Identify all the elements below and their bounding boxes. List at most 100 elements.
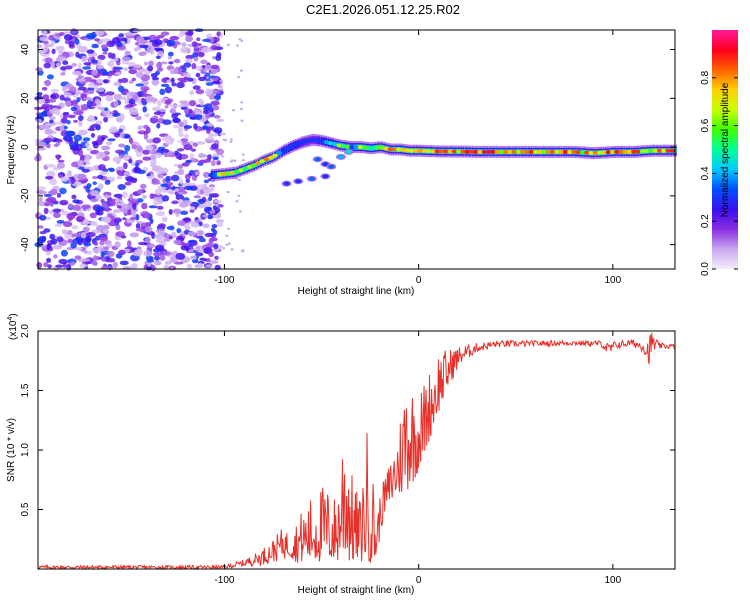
noise-speck: [78, 129, 88, 136]
noise-speck: [55, 264, 64, 268]
noise-speck: [102, 224, 110, 230]
noise-speck: [101, 44, 108, 49]
colorbar: 0.0 0.2 0.4 0.6 0.8 Normalized spectral ampl…: [700, 30, 738, 276]
snr-series: [37, 332, 676, 571]
colorbar-tick-label: 0.0: [700, 262, 711, 276]
noise-speck: [194, 219, 201, 223]
noise-speck: [142, 106, 147, 113]
noise-speck: [187, 239, 198, 244]
noise-speck: [61, 210, 69, 216]
x-tick-label: 100: [605, 275, 622, 286]
noise-speck: [55, 45, 65, 52]
noise-speck: [123, 171, 131, 176]
spectrogram-x-label: Height of straight line (km): [298, 286, 415, 297]
noise-speck: [80, 154, 85, 162]
noise-speck: [156, 205, 164, 210]
noise-speck: [118, 33, 124, 38]
noise-speck: [179, 121, 184, 128]
trace-point: [379, 145, 385, 150]
noise-speck: [85, 231, 96, 238]
spectrogram-frame: [37, 29, 676, 270]
noise-speck: [135, 83, 144, 87]
trace-point: [490, 149, 496, 154]
noise-speck: [39, 231, 47, 235]
noise-speck: [176, 148, 185, 152]
noise-speck: [213, 76, 218, 82]
trace-point: [592, 151, 599, 155]
noise-speck: [149, 150, 157, 155]
trace-point: [383, 146, 389, 151]
noise-speck: [38, 236, 46, 243]
noise-speck: [36, 98, 46, 104]
noise-speck: [107, 52, 113, 59]
noise-speck: [105, 91, 115, 96]
trace-point: [400, 148, 406, 152]
noise-speck: [107, 138, 116, 142]
noise-speck: [70, 86, 77, 93]
noise-speck: [43, 193, 53, 198]
noise-speck: [85, 235, 90, 243]
trace-point: [263, 157, 269, 162]
noise-speck: [169, 36, 180, 40]
noise-speck: [90, 190, 100, 197]
noise-speck: [225, 234, 229, 237]
noise-speck: [192, 85, 201, 90]
noise-speck: [226, 190, 230, 194]
noise-speck: [171, 82, 177, 87]
noise-speck: [145, 95, 154, 102]
noise-speck: [77, 173, 87, 180]
noise-speck: [152, 98, 157, 104]
noise-speck: [146, 259, 155, 263]
trace-point: [601, 150, 607, 155]
noise-speck: [230, 159, 234, 162]
noise-speck: [138, 51, 147, 57]
noise-speck: [56, 236, 64, 243]
noise-speck: [219, 133, 223, 136]
noise-speck: [74, 38, 80, 45]
trace-point: [323, 140, 329, 145]
trace-point: [575, 150, 581, 155]
noise-speck: [90, 133, 95, 138]
noise-speck: [65, 83, 72, 89]
trace-point: [246, 165, 252, 169]
noise-speck: [95, 206, 105, 211]
noise-speck: [118, 154, 125, 159]
y-tick-label: 2.0: [20, 324, 31, 338]
noise-speck: [208, 251, 214, 258]
trace-point: [533, 149, 539, 154]
noise-speck: [114, 72, 122, 76]
noise-speck: [76, 97, 81, 102]
noise-speck: [133, 47, 139, 52]
noise-speck: [117, 85, 125, 93]
noise-speck: [99, 235, 108, 242]
noise-speck: [113, 209, 120, 213]
noise-speck: [60, 72, 66, 76]
trace-point: [387, 147, 393, 152]
noise-speck: [83, 242, 92, 247]
trace-point: [306, 138, 312, 143]
noise-speck: [58, 258, 68, 265]
noise-speck: [53, 254, 58, 259]
noise-speck: [153, 255, 161, 261]
noise-speck: [56, 154, 61, 161]
y-tick-label: 1.0: [20, 443, 31, 457]
noise-speck: [181, 42, 187, 47]
trace-point: [285, 146, 291, 151]
noise-speck: [213, 243, 219, 250]
noise-speck: [75, 88, 81, 96]
trace-point: [635, 149, 641, 154]
noise-speck: [64, 65, 73, 70]
noise-speck: [156, 170, 162, 174]
noise-speck: [192, 52, 199, 58]
noise-speck: [187, 231, 197, 237]
noise-speck: [52, 212, 61, 219]
noise-speck: [185, 159, 193, 163]
noise-speck: [73, 119, 78, 123]
noise-speck: [182, 119, 188, 126]
noise-speck: [179, 79, 188, 83]
noise-speck: [180, 244, 189, 251]
noise-speck: [150, 159, 157, 165]
noise-speck: [143, 250, 152, 257]
noise-speck: [107, 213, 113, 218]
noise-speck: [42, 94, 50, 100]
